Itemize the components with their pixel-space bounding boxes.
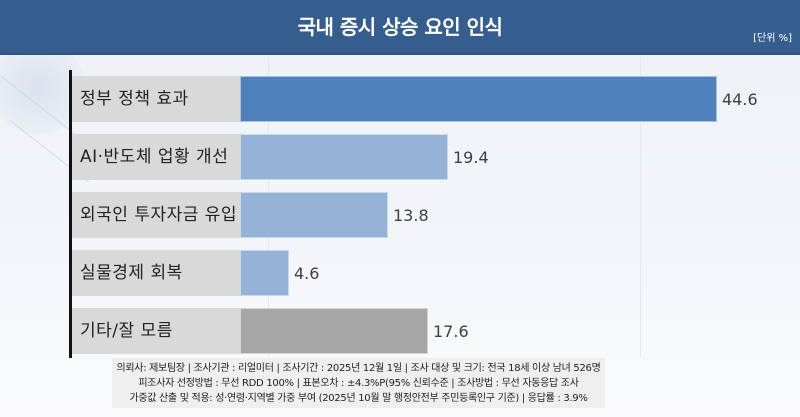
bar: [240, 134, 448, 180]
category-axis-line: [69, 70, 72, 358]
bar-row: 실물경제 회복 4.6: [72, 250, 772, 296]
bar: [240, 250, 289, 296]
category-label-background: [72, 134, 240, 180]
bar-value-label: 44.6: [722, 90, 758, 109]
category-label: 기타/잘 모름: [80, 321, 173, 341]
unit-label: [단위 %]: [753, 33, 792, 44]
bar-value-label: 4.6: [294, 264, 320, 283]
category-label: 외국인 투자자금 유입: [80, 205, 238, 225]
bar: [240, 308, 428, 354]
category-label: 실물경제 회복: [80, 263, 183, 283]
bar-value-label: 19.4: [453, 148, 489, 167]
survey-footnote: 의뢰사: 제보팀장 | 조사기관 : 리얼미터 | 조사기간 : 2025년 1…: [112, 358, 605, 408]
category-label: 정부 정책 효과: [80, 89, 189, 109]
bar-value-label: 17.6: [433, 322, 469, 341]
footnote-line: 피조사자 선정방법 : 무선 RDD 100% | 표본오차 : ±4.3%P(…: [138, 378, 579, 389]
bar-row: 기타/잘 모름 17.6: [72, 308, 772, 354]
bar: [240, 76, 717, 122]
category-label-background: [72, 250, 240, 296]
category-label-background: [72, 308, 240, 354]
category-label-background: [72, 76, 240, 122]
footnote-line: 의뢰사: 제보팀장 | 조사기관 : 리얼미터 | 조사기간 : 2025년 1…: [116, 363, 601, 374]
bar-value-label: 13.8: [393, 206, 429, 225]
category-label-background: [72, 192, 240, 238]
bar: [240, 192, 388, 238]
category-label: AI·반도체 업황 개선: [80, 147, 229, 167]
gridline: [640, 57, 641, 357]
bar-row: AI·반도체 업황 개선 19.4: [72, 134, 772, 180]
bar-row: 외국인 투자자금 유입 13.8: [72, 192, 772, 238]
footnote-line: 가중값 산출 및 적용: 성·연령·지역별 가중 부여 (2025년 10월 말…: [129, 393, 588, 404]
chart-title: 국내 증시 상승 요인 인식: [297, 15, 503, 39]
bar-row: 정부 정책 효과 44.6: [72, 76, 772, 122]
chart-header: 국내 증시 상승 요인 인식 [단위 %]: [0, 0, 800, 55]
